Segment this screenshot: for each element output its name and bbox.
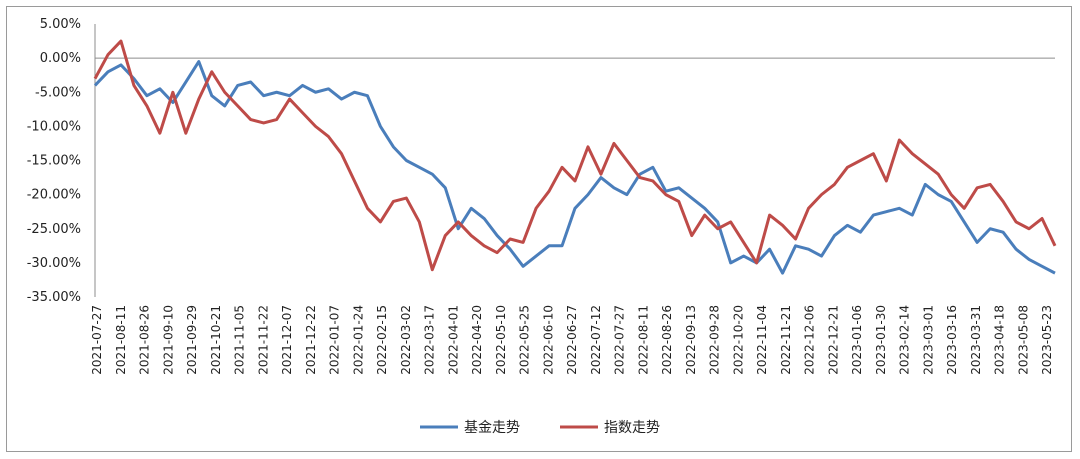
series-lines bbox=[93, 39, 1057, 275]
x-tick-label: 2023-03-31 bbox=[969, 305, 983, 375]
x-tick-label: 2021-09-10 bbox=[161, 305, 175, 375]
x-tick-label: 2022-08-11 bbox=[636, 305, 650, 375]
x-tick-label: 2021-12-22 bbox=[304, 305, 318, 375]
x-tick-label: 2022-05-25 bbox=[518, 305, 532, 375]
x-tick-label: 2022-10-20 bbox=[731, 305, 745, 375]
x-tick-label: 2023-02-14 bbox=[898, 305, 912, 375]
y-tick-label: -35.00% bbox=[27, 290, 81, 305]
x-tick-label: 2022-06-27 bbox=[565, 305, 579, 375]
x-tick-label: 2022-11-04 bbox=[755, 305, 769, 375]
x-tick-label: 2021-12-07 bbox=[280, 305, 294, 375]
legend-label-2: 指数走势 bbox=[604, 420, 660, 436]
x-tick-label: 2021-08-11 bbox=[114, 305, 128, 375]
x-tick-label: 2023-03-01 bbox=[921, 305, 935, 375]
x-tick-label: 2021-11-05 bbox=[233, 305, 247, 375]
x-tick-label: 2022-12-06 bbox=[803, 305, 817, 375]
x-tick-label: 2022-02-15 bbox=[375, 305, 389, 375]
x-tick-label: 2022-04-01 bbox=[446, 305, 460, 375]
x-tick-label: 2022-01-07 bbox=[328, 305, 342, 375]
x-tick-label: 2022-08-26 bbox=[660, 305, 674, 375]
x-tick-label: 2021-08-26 bbox=[138, 305, 152, 375]
x-tick-label: 2022-09-13 bbox=[684, 305, 698, 375]
legend-label-1: 基金走势 bbox=[464, 419, 520, 436]
x-tick-label: 2022-03-17 bbox=[423, 305, 437, 375]
x-tick-label: 2023-05-08 bbox=[1016, 305, 1030, 375]
y-tick-label: -25.00% bbox=[27, 222, 81, 237]
y-tick-label: 0.00% bbox=[40, 51, 81, 66]
x-tick-label: 2023-04-18 bbox=[993, 305, 1007, 375]
x-tick-label: 2021-07-27 bbox=[90, 305, 104, 375]
x-tick-label: 2023-01-06 bbox=[850, 305, 864, 375]
x-tick-label: 2022-11-21 bbox=[779, 305, 793, 375]
y-tick-label: -15.00% bbox=[27, 154, 81, 169]
x-tick-label: 2022-05-10 bbox=[494, 305, 508, 375]
series-line-1 bbox=[93, 60, 1056, 275]
y-axis-labels: 5.00% 0.00% -5.00% -10.00% -15.00% -20.00% -25… bbox=[27, 17, 81, 305]
x-tick-label: 2022-06-10 bbox=[541, 305, 555, 375]
x-tick-label: 2023-03-16 bbox=[945, 305, 959, 375]
x-tick-label: 2022-07-27 bbox=[613, 305, 627, 375]
x-tick-label: 2022-12-21 bbox=[826, 305, 840, 375]
x-tick-label: 2022-09-28 bbox=[708, 305, 722, 375]
legend: 基金走势 指数走势 bbox=[420, 419, 660, 436]
x-tick-label: 2023-01-30 bbox=[874, 305, 888, 375]
y-tick-label: -30.00% bbox=[27, 256, 81, 271]
y-tick-label: -10.00% bbox=[27, 119, 81, 134]
x-tick-label: 2021-11-22 bbox=[256, 305, 270, 375]
y-tick-label: -5.00% bbox=[35, 85, 81, 100]
chart-frame bbox=[6, 6, 1072, 452]
series-line-2 bbox=[93, 39, 1057, 272]
x-axis-labels: 2021-07-27 2021-08-11 2021-08-26 2021-09-10… bbox=[90, 305, 1054, 375]
x-tick-label: 2022-03-02 bbox=[399, 305, 413, 375]
y-tick-label: 5.00% bbox=[40, 17, 81, 32]
y-tick-label: -20.00% bbox=[27, 188, 81, 203]
x-tick-label: 2022-04-20 bbox=[470, 305, 484, 375]
x-tick-label: 2022-07-12 bbox=[589, 305, 603, 375]
x-tick-label: 2023-05-23 bbox=[1040, 305, 1054, 375]
x-tick-label: 2021-10-21 bbox=[209, 305, 223, 375]
x-tick-label: 2021-09-29 bbox=[185, 305, 199, 375]
x-tick-label: 2022-01-24 bbox=[351, 305, 365, 375]
